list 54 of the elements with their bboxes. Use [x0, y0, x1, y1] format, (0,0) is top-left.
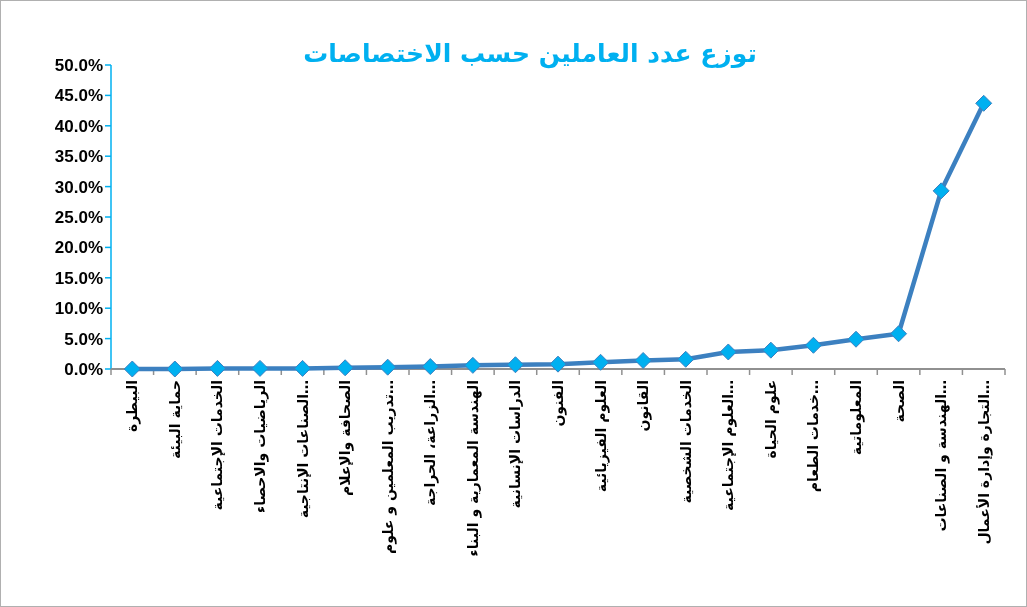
x-tick-label: الصناعات الإنتاجية…: [294, 380, 312, 519]
title: توزع عدد العاملين حسب الاختصاصات: [303, 39, 757, 68]
y-tick-label: 0.0%: [64, 360, 103, 379]
x-tick-label: الهندسة المعمارية و البناء: [464, 380, 482, 557]
point: [464, 356, 482, 374]
point: [379, 358, 397, 376]
point: [506, 356, 524, 374]
x-tick-label: الهندسة و الصناعات…: [933, 380, 951, 532]
x-tick-label: الصحة: [890, 380, 907, 423]
x-tick-label: الدراسات الإنسانية: [507, 380, 525, 509]
x-tick-label: الفنون: [550, 380, 567, 427]
point: [592, 353, 610, 371]
x-tick-label: البيطرة: [124, 380, 142, 433]
point: [719, 343, 737, 361]
y-tick-label: 10.0%: [54, 299, 103, 319]
y-tick-label: 35.0%: [54, 147, 103, 167]
y-tick-label: 30.0%: [54, 177, 103, 197]
x-tick-label: العلوم الإجتماعية…: [720, 380, 738, 512]
y-tick-label: 45.0%: [54, 86, 103, 106]
point: [804, 336, 822, 354]
point: [208, 359, 226, 377]
y-tick-label: 20.0%: [54, 238, 103, 258]
x-tick-label: القانون: [635, 380, 653, 432]
point: [890, 325, 908, 343]
point: [549, 355, 567, 373]
x-tick-label: الصحافة والإعلام: [337, 380, 355, 497]
y-tick-label: 15.0%: [54, 268, 103, 288]
x-tick-label: علوم الحياة: [762, 380, 780, 459]
point: [634, 351, 652, 369]
point: [251, 359, 269, 377]
point: [975, 94, 993, 112]
x-tick-label: المعلوماتية: [848, 380, 865, 456]
y-tick-label: 25.0%: [54, 208, 103, 227]
point: [336, 359, 354, 377]
point: [677, 350, 695, 368]
point: [932, 182, 950, 200]
y-tick-label: 40.0%: [54, 116, 103, 136]
x-tick-label: تدريب المعلمين و علوم…: [379, 380, 397, 554]
point: [294, 359, 312, 377]
x-tick-label: الرياضيات والاحصاء: [252, 380, 269, 513]
y-tick-label: 50.0%: [54, 56, 103, 75]
x-tick-label: الزراعة، الحراجة…: [422, 380, 440, 507]
x-tick-label: الخدمات الشخصية: [677, 380, 694, 504]
point: [762, 341, 780, 359]
x-tick-label: التجارة وإدارة الأعمال…: [975, 380, 993, 545]
x-tick-label: خدمات الطعام…: [805, 380, 822, 493]
x-tick-label: حماية البيئة: [166, 380, 183, 460]
point: [847, 330, 865, 348]
point: [421, 358, 439, 376]
y-tick-label: 5.0%: [64, 329, 103, 349]
x-tick-label: الخدمات الإجتماعية: [209, 380, 227, 511]
point: [123, 360, 141, 378]
point: [166, 360, 184, 378]
x-tick-label: العلوم الفيزيائية: [592, 380, 610, 493]
